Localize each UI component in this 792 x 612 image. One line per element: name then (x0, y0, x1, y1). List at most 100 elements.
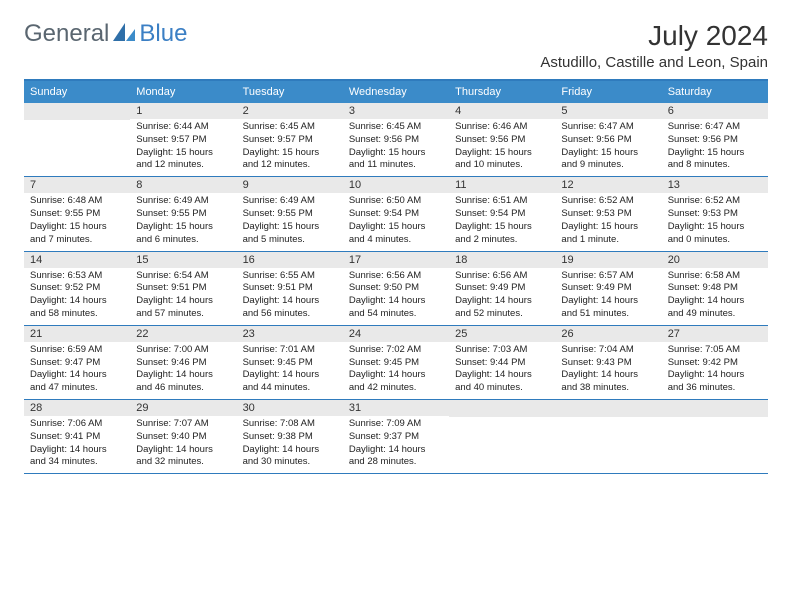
day-number: 9 (237, 177, 343, 193)
daylight-text: Daylight: 15 hours and 11 minutes. (349, 147, 443, 173)
weekday-header: Friday (555, 81, 661, 103)
day-number: 19 (555, 252, 661, 268)
day-body: Sunrise: 6:59 AMSunset: 9:47 PMDaylight:… (24, 342, 130, 399)
day-body (662, 417, 768, 423)
sunset-text: Sunset: 9:51 PM (136, 282, 230, 295)
sunrise-text: Sunrise: 6:49 AM (136, 195, 230, 208)
daylight-text: Daylight: 15 hours and 9 minutes. (561, 147, 655, 173)
sunset-text: Sunset: 9:52 PM (30, 282, 124, 295)
day-number: 24 (343, 326, 449, 342)
day-cell: 10Sunrise: 6:50 AMSunset: 9:54 PMDayligh… (343, 177, 449, 250)
day-body: Sunrise: 6:58 AMSunset: 9:48 PMDaylight:… (662, 268, 768, 325)
daylight-text: Daylight: 14 hours and 38 minutes. (561, 369, 655, 395)
sunrise-text: Sunrise: 6:55 AM (243, 270, 337, 283)
day-number (24, 103, 130, 120)
day-number: 25 (449, 326, 555, 342)
sunrise-text: Sunrise: 6:54 AM (136, 270, 230, 283)
header: General Blue July 2024 Astudillo, Castil… (24, 20, 768, 71)
sunrise-text: Sunrise: 7:08 AM (243, 418, 337, 431)
daylight-text: Daylight: 15 hours and 7 minutes. (30, 221, 124, 247)
sunset-text: Sunset: 9:37 PM (349, 431, 443, 444)
sunrise-text: Sunrise: 6:48 AM (30, 195, 124, 208)
sunrise-text: Sunrise: 6:56 AM (455, 270, 549, 283)
day-body: Sunrise: 7:06 AMSunset: 9:41 PMDaylight:… (24, 416, 130, 473)
sunset-text: Sunset: 9:55 PM (136, 208, 230, 221)
day-body: Sunrise: 6:46 AMSunset: 9:56 PMDaylight:… (449, 119, 555, 176)
day-number: 23 (237, 326, 343, 342)
daylight-text: Daylight: 14 hours and 49 minutes. (668, 295, 762, 321)
sunset-text: Sunset: 9:45 PM (349, 357, 443, 370)
day-cell: 24Sunrise: 7:02 AMSunset: 9:45 PMDayligh… (343, 326, 449, 399)
daylight-text: Daylight: 14 hours and 47 minutes. (30, 369, 124, 395)
daylight-text: Daylight: 15 hours and 12 minutes. (136, 147, 230, 173)
day-number: 26 (555, 326, 661, 342)
daylight-text: Daylight: 14 hours and 54 minutes. (349, 295, 443, 321)
daylight-text: Daylight: 14 hours and 46 minutes. (136, 369, 230, 395)
day-number: 31 (343, 400, 449, 416)
sunset-text: Sunset: 9:53 PM (668, 208, 762, 221)
day-number: 7 (24, 177, 130, 193)
weekday-header: Monday (130, 81, 236, 103)
weekday-header: Saturday (662, 81, 768, 103)
daylight-text: Daylight: 15 hours and 2 minutes. (455, 221, 549, 247)
daylight-text: Daylight: 14 hours and 34 minutes. (30, 444, 124, 470)
day-cell: 1Sunrise: 6:44 AMSunset: 9:57 PMDaylight… (130, 103, 236, 176)
daylight-text: Daylight: 14 hours and 56 minutes. (243, 295, 337, 321)
logo-text-general: General (24, 20, 109, 48)
sunset-text: Sunset: 9:43 PM (561, 357, 655, 370)
day-cell: 5Sunrise: 6:47 AMSunset: 9:56 PMDaylight… (555, 103, 661, 176)
day-cell: 18Sunrise: 6:56 AMSunset: 9:49 PMDayligh… (449, 252, 555, 325)
day-body: Sunrise: 6:51 AMSunset: 9:54 PMDaylight:… (449, 193, 555, 250)
sunrise-text: Sunrise: 6:53 AM (30, 270, 124, 283)
daylight-text: Daylight: 14 hours and 58 minutes. (30, 295, 124, 321)
day-body: Sunrise: 7:08 AMSunset: 9:38 PMDaylight:… (237, 416, 343, 473)
daylight-text: Daylight: 15 hours and 6 minutes. (136, 221, 230, 247)
day-cell: 27Sunrise: 7:05 AMSunset: 9:42 PMDayligh… (662, 326, 768, 399)
sunrise-text: Sunrise: 7:02 AM (349, 344, 443, 357)
day-cell: 28Sunrise: 7:06 AMSunset: 9:41 PMDayligh… (24, 400, 130, 473)
sunset-text: Sunset: 9:51 PM (243, 282, 337, 295)
day-number: 2 (237, 103, 343, 119)
week-row: 21Sunrise: 6:59 AMSunset: 9:47 PMDayligh… (24, 326, 768, 400)
weekday-header: Tuesday (237, 81, 343, 103)
day-body: Sunrise: 7:04 AMSunset: 9:43 PMDaylight:… (555, 342, 661, 399)
day-cell (555, 400, 661, 473)
weekday-header: Sunday (24, 81, 130, 103)
day-body: Sunrise: 6:52 AMSunset: 9:53 PMDaylight:… (555, 193, 661, 250)
day-body: Sunrise: 6:45 AMSunset: 9:57 PMDaylight:… (237, 119, 343, 176)
day-cell: 13Sunrise: 6:52 AMSunset: 9:53 PMDayligh… (662, 177, 768, 250)
week-row: 14Sunrise: 6:53 AMSunset: 9:52 PMDayligh… (24, 252, 768, 326)
day-cell: 29Sunrise: 7:07 AMSunset: 9:40 PMDayligh… (130, 400, 236, 473)
sunrise-text: Sunrise: 7:05 AM (668, 344, 762, 357)
daylight-text: Daylight: 15 hours and 4 minutes. (349, 221, 443, 247)
day-body: Sunrise: 6:56 AMSunset: 9:49 PMDaylight:… (449, 268, 555, 325)
day-number: 14 (24, 252, 130, 268)
day-cell: 6Sunrise: 6:47 AMSunset: 9:56 PMDaylight… (662, 103, 768, 176)
day-body: Sunrise: 6:56 AMSunset: 9:50 PMDaylight:… (343, 268, 449, 325)
daylight-text: Daylight: 14 hours and 57 minutes. (136, 295, 230, 321)
day-number: 29 (130, 400, 236, 416)
day-cell: 26Sunrise: 7:04 AMSunset: 9:43 PMDayligh… (555, 326, 661, 399)
sunrise-text: Sunrise: 7:09 AM (349, 418, 443, 431)
day-body: Sunrise: 6:52 AMSunset: 9:53 PMDaylight:… (662, 193, 768, 250)
day-body: Sunrise: 6:47 AMSunset: 9:56 PMDaylight:… (555, 119, 661, 176)
day-cell (24, 103, 130, 176)
day-body: Sunrise: 6:45 AMSunset: 9:56 PMDaylight:… (343, 119, 449, 176)
sunrise-text: Sunrise: 7:00 AM (136, 344, 230, 357)
sunrise-text: Sunrise: 6:46 AM (455, 121, 549, 134)
sunrise-text: Sunrise: 6:51 AM (455, 195, 549, 208)
day-number (555, 400, 661, 417)
sunrise-text: Sunrise: 6:49 AM (243, 195, 337, 208)
sunset-text: Sunset: 9:48 PM (668, 282, 762, 295)
day-body: Sunrise: 6:49 AMSunset: 9:55 PMDaylight:… (130, 193, 236, 250)
day-cell: 17Sunrise: 6:56 AMSunset: 9:50 PMDayligh… (343, 252, 449, 325)
day-number: 16 (237, 252, 343, 268)
sunset-text: Sunset: 9:56 PM (455, 134, 549, 147)
day-number: 28 (24, 400, 130, 416)
sunrise-text: Sunrise: 6:47 AM (668, 121, 762, 134)
weekday-header-row: Sunday Monday Tuesday Wednesday Thursday… (24, 81, 768, 103)
sunset-text: Sunset: 9:49 PM (561, 282, 655, 295)
weeks-container: 1Sunrise: 6:44 AMSunset: 9:57 PMDaylight… (24, 103, 768, 474)
day-number: 3 (343, 103, 449, 119)
day-cell: 12Sunrise: 6:52 AMSunset: 9:53 PMDayligh… (555, 177, 661, 250)
